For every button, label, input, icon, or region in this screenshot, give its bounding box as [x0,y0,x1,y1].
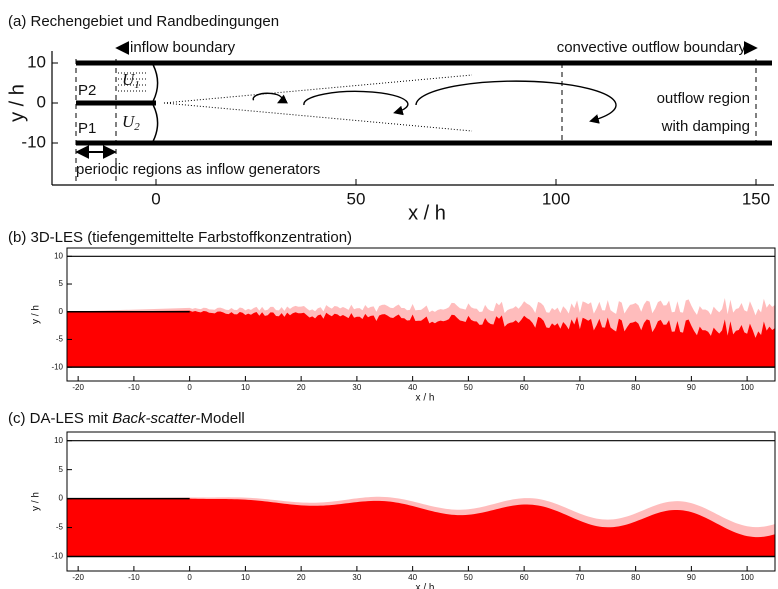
x-tick-label: 0 [187,383,192,392]
label: P1 [78,120,96,137]
label: inflow boundary [130,39,236,56]
x-tick-label: 40 [408,573,417,582]
x-tick-label: 20 [297,573,306,582]
x-tick-label: 90 [687,573,696,582]
x-tick-label: 0 [187,573,192,582]
y-tick-label: -10 [21,132,46,151]
x-tick-label: 100 [740,383,754,392]
panel-title: (b) 3D-LES (tiefengemittelte Farbstoffko… [8,229,352,246]
label-sub: 1 [134,79,140,91]
plot-area [67,255,775,368]
label: P2 [78,82,96,99]
frame [66,247,776,382]
x-axis-label: x / h [408,202,446,224]
y-tick-label: 10 [27,52,46,71]
x-tick-label: 50 [464,573,473,582]
panel-title: (a) Rechengebiet und Randbedingungen [8,13,279,30]
vortex [303,90,409,116]
label: with damping [661,118,750,135]
x-tick-label: 30 [352,573,361,582]
label-base: U [122,112,136,131]
y-tick-label: 0 [37,92,46,111]
y-tick-label: 0 [59,494,64,503]
x-tick-label: 0 [151,189,160,208]
y-axis-label: y / h [31,305,42,324]
x-tick-label: 20 [297,383,306,392]
x-tick-label: 70 [575,573,584,582]
x-tick-label: -20 [72,573,84,582]
x-axis-label: x / h [416,393,435,404]
label-base: U [122,70,136,89]
profile [152,64,159,102]
label: convective outflow boundary [557,39,747,56]
x-tick-label: 60 [520,383,529,392]
y-axis-label: y / h [6,84,28,122]
dye [67,310,775,368]
x-axis-label: x / h [416,583,435,589]
y-tick-label: -5 [56,523,64,532]
x-tick-label: 70 [575,383,584,392]
spread-line [163,74,473,104]
inlet-dye [67,498,190,557]
label: periodic regions as inflow generators [76,161,320,178]
x-tick-label: -20 [72,383,84,392]
x-tick-label: -10 [128,383,140,392]
plot-area [67,440,775,558]
label: U1 [122,70,140,91]
x-tick-label: 90 [687,383,696,392]
y-tick-label: -10 [51,552,63,561]
y-tick-label: 5 [59,279,64,288]
inlet-dye [67,311,190,368]
x-tick-label: 100 [542,189,570,208]
x-tick-label: 100 [740,573,754,582]
label: U2 [122,112,140,133]
x-tick-label: -10 [128,573,140,582]
x-tick-label: 80 [631,573,640,582]
label: outflow region [657,90,750,107]
y-tick-label: 5 [59,465,64,474]
panel-title: (c) DA-LES mit Back-scatter-Modell [8,410,245,427]
x-tick-label: 80 [631,383,640,392]
y-axis-label: y / h [31,492,42,511]
vortex [415,80,617,124]
label-sub: 2 [134,121,140,133]
vortex [252,92,288,104]
x-tick-label: 50 [464,383,473,392]
y-tick-label: 0 [59,307,64,316]
field [67,440,775,558]
x-tick-label: 50 [347,189,366,208]
profile [152,104,159,142]
x-tick-label: 30 [352,383,361,392]
y-tick-label: -5 [56,335,64,344]
x-tick-label: 40 [408,383,417,392]
field [67,255,775,368]
spread-line [163,102,473,132]
frame [66,431,776,572]
y-tick-label: 10 [54,251,63,260]
dye [67,498,775,557]
y-tick-label: 10 [54,436,63,445]
x-tick-label: 10 [241,573,250,582]
y-tick-label: -10 [51,362,63,371]
x-tick-label: 60 [520,573,529,582]
x-tick-label: 10 [241,383,250,392]
x-tick-label: 150 [742,189,770,208]
